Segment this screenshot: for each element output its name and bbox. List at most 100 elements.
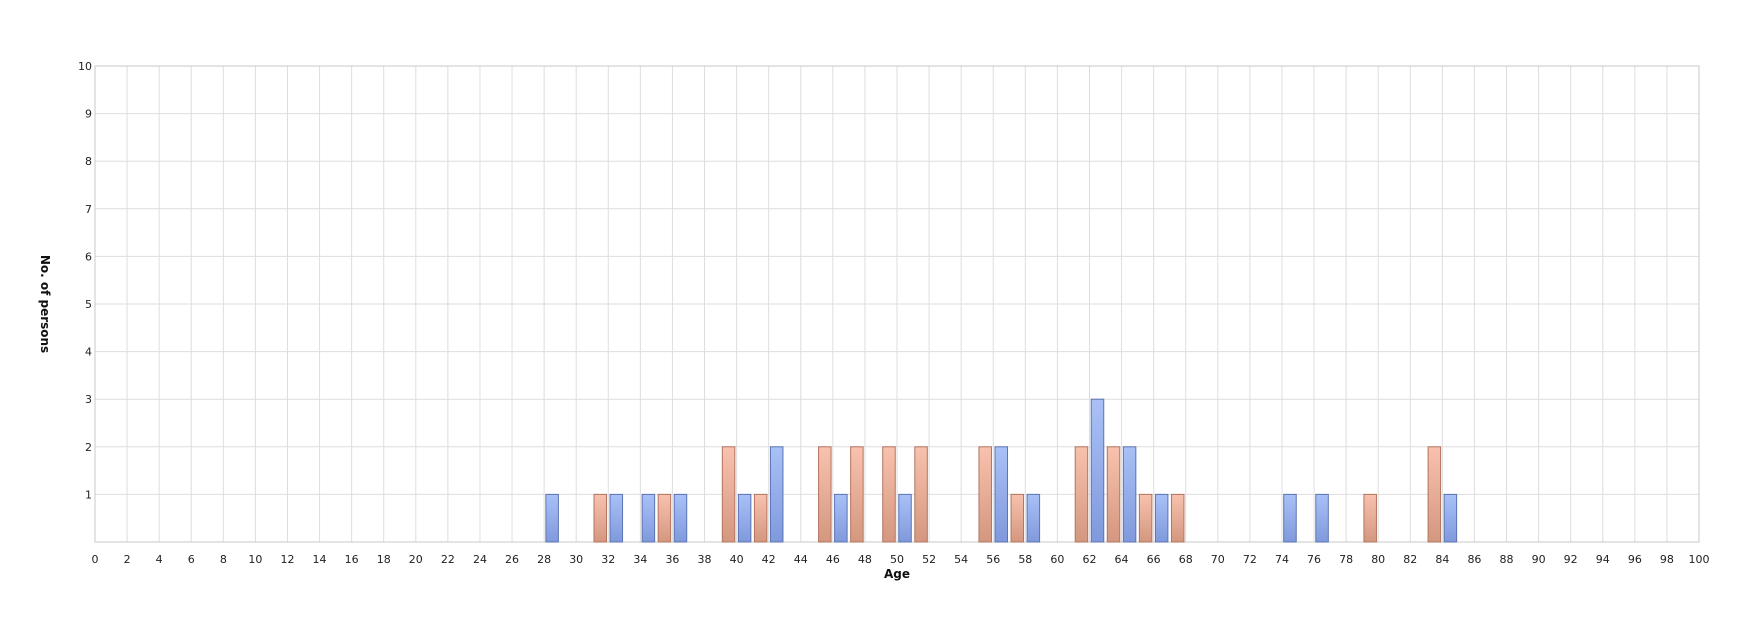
x-tick-label: 10 — [248, 553, 262, 566]
x-tick-label: 42 — [762, 553, 776, 566]
x-tick-label: 14 — [313, 553, 327, 566]
x-tick-label: 62 — [1082, 553, 1096, 566]
bar-series-1 — [545, 493, 559, 543]
y-tick-label: 10 — [78, 60, 92, 73]
x-tick-label: 80 — [1371, 553, 1385, 566]
x-tick-label: 52 — [922, 553, 936, 566]
x-tick-label: 6 — [188, 553, 195, 566]
x-tick-label: 88 — [1500, 553, 1514, 566]
x-tick-label: 58 — [1018, 553, 1032, 566]
bar-series-1 — [898, 493, 912, 543]
bar-series-2 — [1010, 493, 1025, 543]
x-tick-label: 48 — [858, 553, 872, 566]
x-tick-label: 40 — [730, 553, 744, 566]
y-tick-label: 3 — [85, 393, 92, 406]
x-tick-label: 72 — [1243, 553, 1257, 566]
bar-series-2 — [850, 446, 864, 543]
x-tick-label: 34 — [633, 553, 647, 566]
x-tick-label: 60 — [1050, 553, 1064, 566]
bar-series-1 — [1443, 493, 1458, 543]
bar-series-1 — [834, 493, 848, 543]
y-tick-label: 2 — [85, 441, 92, 454]
x-tick-label: 78 — [1339, 553, 1353, 566]
x-tick-label: 50 — [890, 553, 904, 566]
x-tick-label: 46 — [826, 553, 840, 566]
bar-series-2 — [1170, 493, 1185, 543]
bar-series-1 — [994, 446, 1009, 543]
y-axis-ticks: 1 2 3 4 5 6 7 8 9 10 — [78, 60, 92, 501]
bar-series-2 — [882, 446, 896, 543]
x-tick-label: 20 — [409, 553, 423, 566]
bar-series-2 — [1106, 446, 1121, 543]
bar-series-2 — [1363, 493, 1377, 543]
x-tick-label: 66 — [1147, 553, 1161, 566]
bar-series-2 — [753, 493, 768, 543]
plot-frame — [94, 65, 1700, 543]
bar-series-1 — [1315, 493, 1329, 543]
bar-series-1 — [673, 493, 688, 543]
x-tick-label: 92 — [1564, 553, 1578, 566]
x-tick-label: 76 — [1307, 553, 1321, 566]
x-tick-label: 82 — [1403, 553, 1417, 566]
y-tick-label: 6 — [85, 250, 92, 263]
x-tick-label: 24 — [473, 553, 487, 566]
x-tick-label: 28 — [537, 553, 551, 566]
x-tick-label: 12 — [280, 553, 294, 566]
x-tick-label: 2 — [124, 553, 131, 566]
x-tick-label: 56 — [986, 553, 1000, 566]
x-tick-label: 98 — [1660, 553, 1674, 566]
bar-series-1 — [609, 493, 624, 543]
x-axis-ticks: 0 2 4 6 8 10 12 14 16 18 20 22 24 26 28 30 32 34 36 38 40 42 4… — [92, 553, 1710, 566]
bar-series-1 — [769, 446, 784, 543]
bar-series-2 — [721, 446, 736, 543]
bar-series-1 — [737, 493, 752, 543]
x-tick-label: 22 — [441, 553, 455, 566]
x-tick-label: 100 — [1689, 553, 1710, 566]
x-tick-label: 68 — [1179, 553, 1193, 566]
y-tick-label: 1 — [85, 488, 92, 501]
x-tick-label: 70 — [1211, 553, 1225, 566]
x-tick-label: 0 — [92, 553, 99, 566]
bar-series-2 — [1074, 446, 1089, 543]
x-tick-label: 8 — [220, 553, 227, 566]
x-axis-title: Age — [884, 567, 910, 581]
x-tick-label: 54 — [954, 553, 968, 566]
bar-series-1 — [1122, 446, 1137, 543]
grid-lines — [94, 65, 1700, 542]
y-tick-label: 5 — [85, 298, 92, 311]
y-tick-label: 9 — [85, 108, 92, 121]
bar-series-2 — [914, 446, 928, 543]
x-tick-label: 94 — [1596, 553, 1610, 566]
x-tick-label: 4 — [156, 553, 163, 566]
bars — [545, 398, 1458, 543]
x-tick-label: 36 — [665, 553, 679, 566]
y-tick-label: 4 — [85, 346, 92, 359]
x-tick-label: 74 — [1275, 553, 1289, 566]
bar-series-1 — [1090, 398, 1105, 543]
x-tick-label: 90 — [1532, 553, 1546, 566]
x-tick-label: 26 — [505, 553, 519, 566]
bar-series-2 — [978, 446, 992, 543]
y-tick-label: 8 — [85, 155, 92, 168]
bar-series-1 — [641, 493, 656, 543]
x-tick-label: 18 — [377, 553, 391, 566]
x-tick-label: 86 — [1467, 553, 1481, 566]
bar-series-2 — [1427, 446, 1442, 543]
y-tick-label: 7 — [85, 203, 92, 216]
x-tick-label: 44 — [794, 553, 808, 566]
bar-series-1 — [1154, 493, 1169, 543]
y-axis-title: No. of persons — [38, 255, 52, 353]
x-tick-label: 84 — [1435, 553, 1449, 566]
x-tick-label: 16 — [345, 553, 359, 566]
x-tick-label: 96 — [1628, 553, 1642, 566]
x-tick-label: 30 — [569, 553, 583, 566]
x-tick-label: 32 — [601, 553, 615, 566]
x-tick-label: 38 — [698, 553, 712, 566]
bar-series-2 — [818, 446, 832, 543]
bar-series-2 — [593, 493, 608, 543]
bar-series-1 — [1026, 493, 1041, 543]
bar-series-2 — [1138, 493, 1153, 543]
bar-series-1 — [1283, 493, 1297, 543]
bar-series-2 — [657, 493, 672, 543]
